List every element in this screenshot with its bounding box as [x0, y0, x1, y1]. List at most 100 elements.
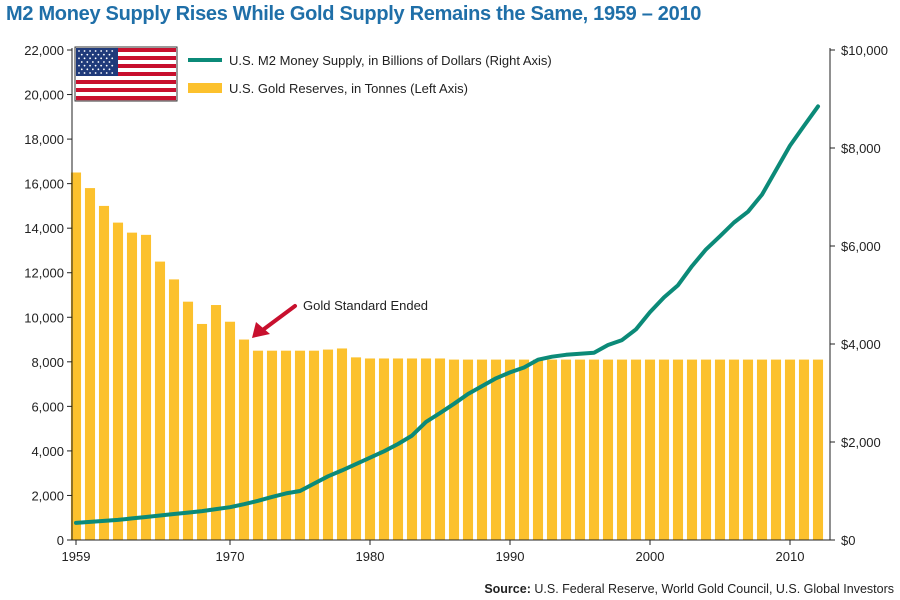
flag-star: [97, 61, 100, 63]
gold-standard-annotation: Gold Standard Ended: [252, 298, 428, 338]
legend-m2-label: U.S. M2 Money Supply, in Billions of Dol…: [229, 53, 552, 68]
flag-stripe: [76, 64, 176, 69]
flag-star: [78, 64, 80, 67]
flag-star: [100, 57, 103, 60]
right-tick-label: $8,000: [841, 141, 881, 156]
flag-star: [89, 64, 91, 67]
x-tick-label: 1959: [62, 549, 91, 564]
right-tick-label: $10,000: [841, 43, 888, 58]
flag-star: [108, 61, 111, 63]
gold-bar-1988: [476, 359, 488, 540]
gold-bar-1965: [154, 261, 166, 540]
left-tick-label: 18,000: [24, 132, 64, 147]
flag-star: [83, 57, 86, 60]
gold-bar-2009: [770, 359, 782, 540]
source-note: Source: U.S. Federal Reserve, World Gold…: [484, 582, 894, 596]
gold-bar-2003: [686, 359, 698, 540]
gold-bar-1985: [434, 358, 446, 540]
flag-stripe: [76, 72, 176, 77]
gold-bar-1977: [322, 349, 334, 540]
left-tick-label: 2,000: [31, 488, 64, 503]
gold-bar-1966: [168, 279, 180, 540]
flag-star: [89, 50, 91, 52]
x-tick-label: 2000: [636, 549, 665, 564]
flag-star: [103, 53, 105, 56]
flag-star: [103, 68, 105, 71]
flag-star: [94, 72, 97, 74]
flag-star: [83, 64, 86, 67]
gold-bar-1991: [518, 359, 530, 540]
flag-star: [91, 68, 94, 71]
gold-bar-2006: [728, 359, 740, 540]
gold-bar-1974: [280, 350, 292, 540]
left-tick-label: 16,000: [24, 177, 64, 192]
flag-canton: [76, 48, 118, 76]
gold-bar-1973: [266, 350, 278, 540]
gold-bar-1971: [238, 339, 250, 540]
flag-star: [111, 50, 114, 52]
m2-money-supply-line: [74, 104, 820, 525]
gold-bar-1993: [546, 359, 558, 540]
gold-bar-2005: [714, 359, 726, 540]
chart-title: M2 Money Supply Rises While Gold Supply …: [6, 3, 702, 25]
flag-stripe: [76, 52, 176, 57]
gold-bar-1984: [420, 358, 432, 540]
gold-bar-1997: [602, 359, 614, 540]
flag-star: [89, 57, 91, 60]
gold-bar-1959: [70, 172, 82, 540]
flag-star: [91, 53, 94, 56]
flag-star: [108, 53, 111, 56]
flag-star: [91, 61, 94, 63]
us-flag-icon: [74, 46, 178, 102]
gold-bar-1992: [532, 359, 544, 540]
flag-star: [97, 68, 100, 71]
gold-bar-1998: [616, 359, 628, 540]
annotation-label: Gold Standard Ended: [303, 298, 428, 313]
flag-star: [100, 50, 103, 52]
flag-stripe: [76, 48, 176, 53]
flag-star: [105, 72, 108, 74]
gold-bar-2007: [742, 359, 754, 540]
gold-bar-1960: [84, 188, 96, 540]
x-tick-label: 2010: [776, 549, 805, 564]
left-tick-label: 0: [57, 533, 64, 548]
gold-bar-2002: [672, 359, 684, 540]
arrow-head-icon: [252, 322, 270, 338]
left-axis-ticks: 0 2,000 4,000 6,000 8,000 10,000 12,000 14,000 1…: [24, 43, 72, 548]
flag-star: [105, 50, 108, 52]
flag-star: [94, 50, 97, 52]
gold-bar-1972: [252, 350, 264, 540]
flag-star: [78, 50, 80, 52]
flag-star: [78, 72, 80, 74]
flag-star: [78, 57, 80, 60]
gold-bar-1994: [560, 359, 572, 540]
flag-star: [111, 57, 114, 60]
flag-stripe: [76, 60, 176, 65]
right-tick-label: $6,000: [841, 239, 881, 254]
gold-bar-2008: [756, 359, 768, 540]
legend: U.S. M2 Money Supply, in Billions of Dol…: [74, 46, 552, 102]
gold-bar-1964: [140, 234, 152, 540]
gold-bar-1990: [504, 359, 516, 540]
right-tick-label: $2,000: [841, 435, 881, 450]
gold-bar-1962: [112, 222, 124, 540]
gold-reserves-bars: [70, 172, 824, 541]
flag-star: [86, 53, 89, 56]
x-tick-label: 1970: [216, 549, 245, 564]
source-text: U.S. Federal Reserve, World Gold Council…: [534, 582, 894, 596]
gold-bar-1986: [448, 359, 460, 540]
flag-star: [100, 72, 103, 74]
flag-star: [108, 68, 111, 71]
gold-bar-1967: [182, 301, 194, 540]
gold-bar-1976: [308, 350, 320, 540]
flag-star: [94, 64, 97, 67]
chart-axes: [71, 48, 831, 541]
right-tick-label: $4,000: [841, 337, 881, 352]
flag-star: [80, 68, 83, 71]
left-tick-label: 22,000: [24, 43, 64, 58]
flag-star: [86, 61, 89, 63]
flag-star: [83, 72, 86, 74]
gold-bar-1963: [126, 232, 138, 541]
left-tick-label: 20,000: [24, 88, 64, 103]
flag-stripe: [76, 80, 176, 85]
